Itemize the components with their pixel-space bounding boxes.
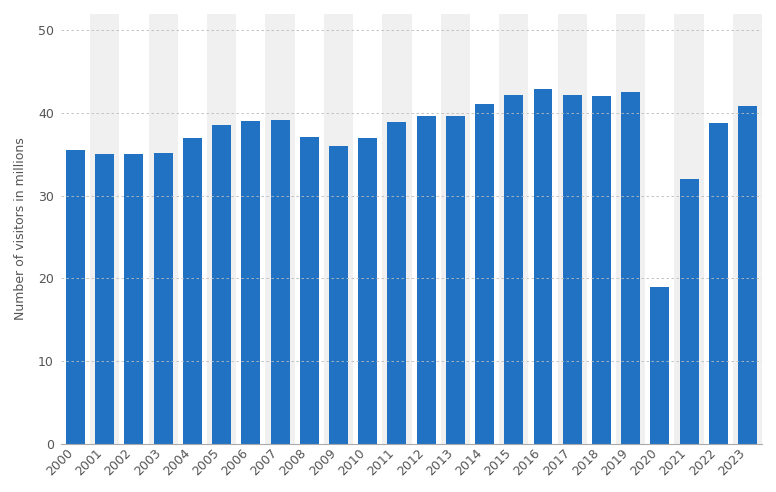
Bar xyxy=(558,14,587,444)
Bar xyxy=(236,14,265,444)
Bar xyxy=(207,14,236,444)
Bar xyxy=(417,116,435,444)
Bar xyxy=(383,14,411,444)
Bar xyxy=(154,153,173,444)
Bar xyxy=(271,120,289,444)
Bar xyxy=(446,117,465,444)
Bar xyxy=(359,138,377,444)
Bar xyxy=(241,122,260,444)
Bar xyxy=(621,92,640,444)
Bar xyxy=(704,14,733,444)
Bar xyxy=(66,150,85,444)
Bar xyxy=(470,14,499,444)
Bar xyxy=(411,14,441,444)
Bar xyxy=(646,14,674,444)
Bar xyxy=(738,106,757,444)
Bar xyxy=(90,14,120,444)
Bar xyxy=(616,14,646,444)
Bar xyxy=(499,14,528,444)
Bar xyxy=(563,95,582,444)
Bar xyxy=(528,14,558,444)
Bar xyxy=(534,89,553,444)
Bar xyxy=(95,154,114,444)
Bar xyxy=(300,137,319,444)
Bar xyxy=(387,122,407,444)
Bar xyxy=(650,287,670,444)
Bar xyxy=(441,14,470,444)
Bar xyxy=(265,14,295,444)
Bar xyxy=(680,179,698,444)
Bar xyxy=(587,14,616,444)
Bar xyxy=(674,14,704,444)
Bar xyxy=(733,14,762,444)
Bar xyxy=(183,138,202,444)
Bar xyxy=(178,14,207,444)
Bar xyxy=(120,14,148,444)
Bar xyxy=(504,95,523,444)
Bar xyxy=(475,104,494,444)
Bar xyxy=(61,14,90,444)
Bar xyxy=(329,146,348,444)
Bar xyxy=(353,14,383,444)
Y-axis label: Number of visitors in millions: Number of visitors in millions xyxy=(14,137,27,320)
Bar xyxy=(148,14,178,444)
Bar xyxy=(592,96,611,444)
Bar xyxy=(324,14,353,444)
Bar xyxy=(295,14,324,444)
Bar xyxy=(708,123,728,444)
Bar xyxy=(212,124,231,444)
Bar xyxy=(124,154,144,444)
